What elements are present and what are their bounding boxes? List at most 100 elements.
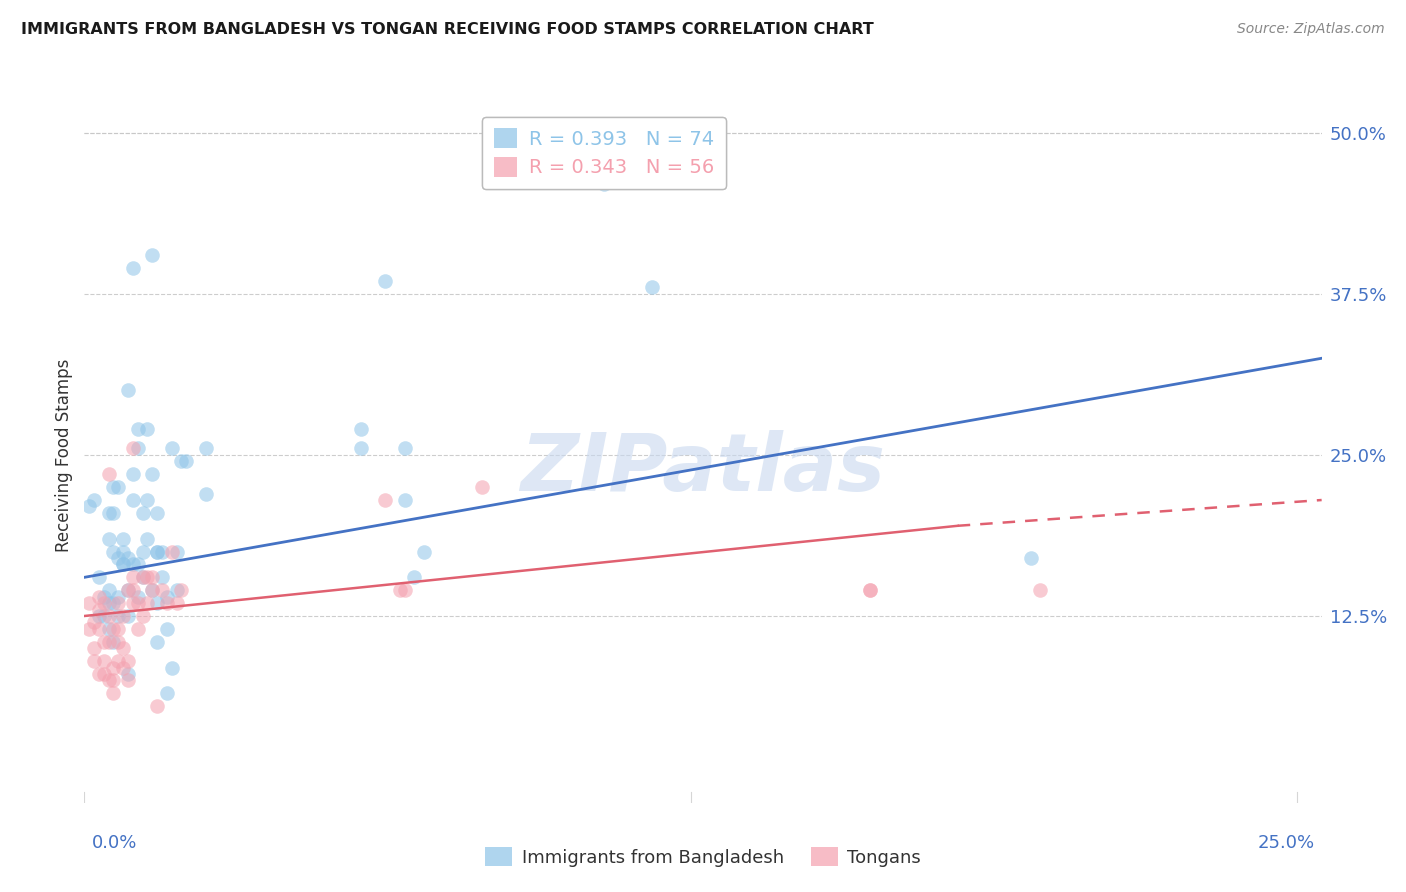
Point <box>127 590 149 604</box>
Point <box>122 442 145 456</box>
Point <box>859 583 882 598</box>
Point <box>107 609 129 624</box>
Point <box>112 660 135 674</box>
Text: 25.0%: 25.0% <box>1257 834 1315 852</box>
Point <box>1029 583 1052 598</box>
Point <box>97 506 120 520</box>
Point <box>136 493 159 508</box>
Point <box>394 442 416 456</box>
Point <box>166 544 188 558</box>
Point <box>194 486 217 500</box>
Point <box>77 622 100 636</box>
Point <box>1019 551 1042 566</box>
Point <box>127 558 149 572</box>
Point <box>83 493 105 508</box>
Point <box>112 641 135 656</box>
Point <box>103 634 125 648</box>
Point <box>156 596 179 610</box>
Point <box>103 596 125 610</box>
Point <box>160 544 183 558</box>
Point <box>859 583 882 598</box>
Point <box>146 506 169 520</box>
Point <box>83 641 105 656</box>
Point <box>117 583 139 598</box>
Point <box>641 280 664 294</box>
Point <box>83 654 105 668</box>
Point <box>107 596 129 610</box>
Point <box>107 634 129 648</box>
Point <box>112 558 135 572</box>
Point <box>107 551 129 566</box>
Point <box>150 583 173 598</box>
Point <box>107 654 129 668</box>
Text: 0.0%: 0.0% <box>91 834 136 852</box>
Point <box>150 570 173 584</box>
Point <box>141 248 163 262</box>
Point <box>97 634 120 648</box>
Point <box>97 467 120 482</box>
Point <box>127 422 149 436</box>
Point <box>141 570 163 584</box>
Point <box>127 622 149 636</box>
Point <box>107 590 129 604</box>
Text: ZIPatlas: ZIPatlas <box>520 430 886 508</box>
Point <box>103 686 125 700</box>
Point <box>150 544 173 558</box>
Point <box>107 480 129 494</box>
Point <box>122 570 145 584</box>
Point <box>413 544 436 558</box>
Point <box>87 602 110 616</box>
Point <box>122 558 145 572</box>
Point <box>471 480 494 494</box>
Point <box>592 178 614 192</box>
Point <box>166 596 188 610</box>
Point <box>117 384 139 398</box>
Point <box>103 660 125 674</box>
Point <box>87 570 110 584</box>
Point <box>141 583 163 598</box>
Y-axis label: Receiving Food Stamps: Receiving Food Stamps <box>55 359 73 551</box>
Point <box>103 480 125 494</box>
Point <box>122 261 145 276</box>
Point <box>136 570 159 584</box>
Point <box>146 544 169 558</box>
Point <box>117 654 139 668</box>
Point <box>170 583 193 598</box>
Point <box>112 532 135 546</box>
Point <box>122 467 145 482</box>
Point <box>97 673 120 688</box>
Point <box>388 583 411 598</box>
Point <box>97 583 120 598</box>
Legend: R = 0.393   N = 74, R = 0.343   N = 56: R = 0.393 N = 74, R = 0.343 N = 56 <box>482 117 725 189</box>
Point <box>131 506 153 520</box>
Point <box>83 615 105 630</box>
Point <box>87 622 110 636</box>
Point <box>374 493 396 508</box>
Point <box>97 596 120 610</box>
Point <box>107 622 129 636</box>
Point <box>122 493 145 508</box>
Point <box>112 544 135 558</box>
Point <box>93 634 115 648</box>
Point <box>136 532 159 546</box>
Point <box>117 667 139 681</box>
Point <box>350 442 373 456</box>
Point <box>374 274 396 288</box>
Point <box>127 596 149 610</box>
Point <box>97 622 120 636</box>
Point <box>103 673 125 688</box>
Point <box>350 422 373 436</box>
Point <box>87 590 110 604</box>
Point <box>146 634 169 648</box>
Point <box>131 609 153 624</box>
Point <box>156 622 179 636</box>
Point <box>103 506 125 520</box>
Point <box>160 442 183 456</box>
Point <box>136 422 159 436</box>
Point <box>394 583 416 598</box>
Text: IMMIGRANTS FROM BANGLADESH VS TONGAN RECEIVING FOOD STAMPS CORRELATION CHART: IMMIGRANTS FROM BANGLADESH VS TONGAN REC… <box>21 22 875 37</box>
Point <box>103 544 125 558</box>
Point <box>141 583 163 598</box>
Point <box>174 454 197 468</box>
Point <box>122 596 145 610</box>
